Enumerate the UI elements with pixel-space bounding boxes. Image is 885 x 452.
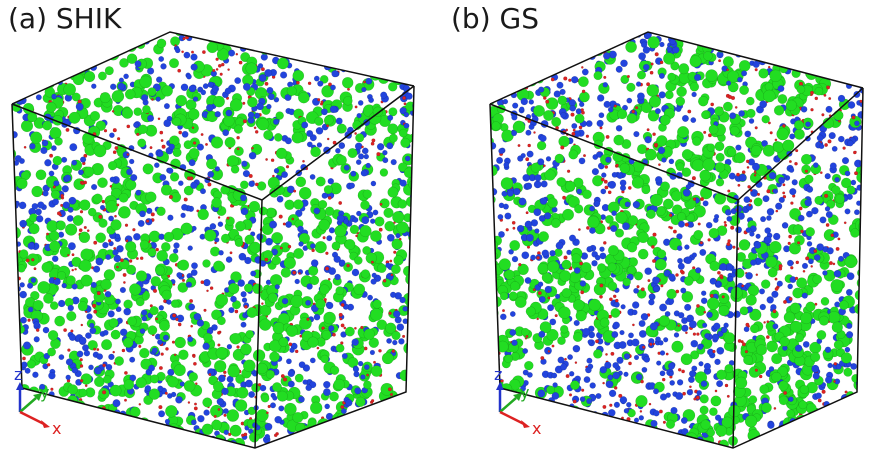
simulation-box-render: z y x xyxy=(489,31,864,449)
axis-label-x: x xyxy=(52,419,61,438)
box-wireframe xyxy=(489,31,864,449)
atom-cloud xyxy=(490,32,863,448)
axis-label-y: y xyxy=(40,383,49,402)
box-wireframe xyxy=(11,31,415,449)
axis-label-y: y xyxy=(520,383,529,402)
simulation-box-render: z y x xyxy=(11,31,415,449)
axis-label-x: x xyxy=(532,419,541,438)
axis-label-z: z xyxy=(14,365,22,384)
panel-title-shik: (a) SHIK xyxy=(8,2,122,35)
axis-label-z: z xyxy=(494,365,502,384)
panel-gs: z y x (b) GS xyxy=(443,0,885,452)
atom-cloud xyxy=(12,32,414,448)
panel-shik: z y x (a) SHIK xyxy=(0,0,442,452)
axis-triad: z y x xyxy=(14,365,61,438)
axis-triad: z y x xyxy=(494,365,541,438)
panel-title-gs: (b) GS xyxy=(451,2,539,35)
